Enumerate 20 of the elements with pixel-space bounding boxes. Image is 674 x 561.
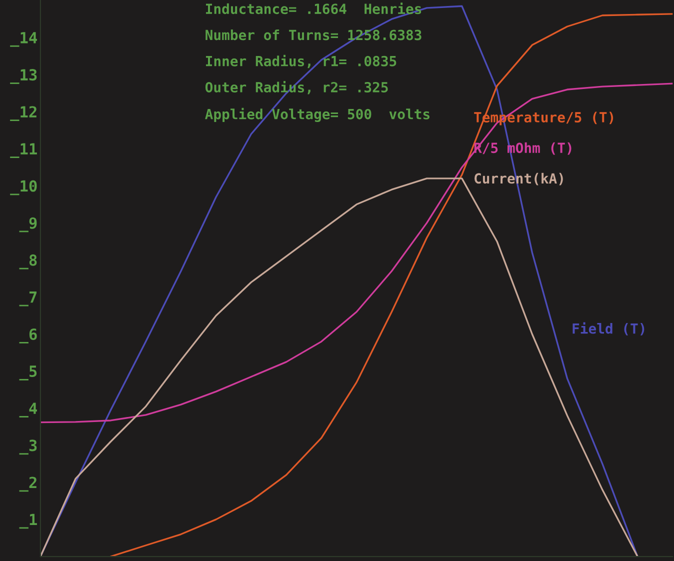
annotation: Inductance= .1664 Henries — [206, 2, 422, 14]
y-tick-label: _6 — [19, 328, 37, 344]
y-tick-label: _13 — [10, 69, 37, 84]
y-tick-label: _5 — [19, 366, 37, 380]
y-tick-label: _11 — [10, 143, 37, 158]
y-tick-label: _7 — [19, 292, 37, 306]
y-tick-label: _1 — [19, 514, 37, 529]
y-tick-label: _3 — [19, 440, 37, 455]
annotation: Applied Voltage= 500 volts — [205, 108, 430, 122]
y-tick-label: _8 — [19, 254, 37, 270]
y-tick-label: _2 — [19, 476, 36, 492]
series-label: Field (T) — [572, 322, 644, 336]
y-tick-label: _14 — [10, 32, 37, 47]
line-series — [40, 82, 673, 424]
annotation: Inner Radius, r1= .0835 — [206, 54, 396, 68]
y-tick-label: _10 — [10, 180, 37, 196]
line-series — [110, 13, 673, 557]
y-tick-label: _4 — [19, 402, 37, 418]
y-tick-label: _9 — [19, 217, 37, 232]
y-tick-label: _12 — [10, 106, 36, 122]
